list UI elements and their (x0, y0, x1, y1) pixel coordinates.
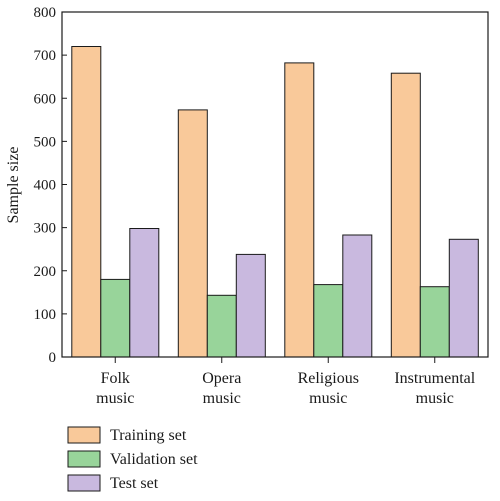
bar-test-set-1 (235, 253, 266, 358)
x-tick-label: Opera (202, 370, 241, 387)
bar-test-set-2 (342, 234, 373, 358)
bar-test-set-3 (448, 238, 479, 358)
bar-training-set-0 (71, 46, 102, 358)
legend-swatch (67, 450, 101, 468)
bar-validation-set-2 (313, 284, 344, 358)
axes: 0 100 200 300 400 500 600 700 800 Folk music Opera m… (34, 5, 489, 407)
bar-training-set-3 (390, 72, 421, 358)
legend-swatch (67, 426, 101, 444)
y-tick-label: 300 (34, 221, 57, 237)
bar-validation-set-3 (419, 286, 450, 358)
x-tick-label: Religious (298, 370, 359, 387)
y-tick-label: 100 (34, 307, 57, 323)
legend-swatch (67, 474, 101, 492)
bars (71, 46, 479, 358)
x-tick-label: music (96, 390, 134, 407)
y-tick-label: 800 (34, 5, 57, 21)
legend-label: Validation set (110, 451, 198, 468)
y-tick-label: 200 (34, 264, 57, 280)
y-tick-label: 600 (34, 91, 57, 107)
y-tick-label: 0 (49, 350, 57, 366)
x-tick-label: music (309, 390, 347, 407)
bar-validation-set-1 (206, 294, 237, 358)
x-tick-label: Instrumental (394, 370, 475, 387)
x-tick-label: music (203, 390, 241, 407)
legend: Training set Validation set Test set (67, 426, 198, 492)
y-tick-label: 500 (34, 134, 57, 150)
bar-training-set-1 (177, 109, 208, 358)
bar-test-set-0 (129, 228, 160, 358)
legend-label: Training set (110, 427, 187, 444)
bar-training-set-2 (284, 62, 315, 358)
y-tick-label: 700 (34, 48, 57, 64)
x-tick-label: Folk (101, 370, 130, 387)
x-tick-label: music (416, 390, 454, 407)
bar-validation-set-0 (100, 278, 131, 358)
y-axis-title: Sample size (5, 147, 22, 224)
y-tick-label: 400 (34, 178, 57, 194)
legend-label: Test set (110, 475, 159, 492)
